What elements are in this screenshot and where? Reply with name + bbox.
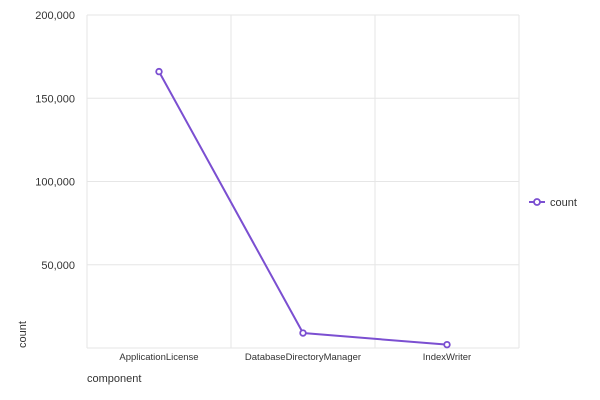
x-tick-label: IndexWriter [423,352,471,363]
x-axis-ticks: ApplicationLicense DatabaseDirectoryManag… [119,352,471,363]
y-tick-label: 200,000 [35,10,75,22]
series-line [158,71,448,346]
y-tick-label: 100,000 [35,177,75,189]
legend-label: count [550,197,577,209]
y-axis-title: count [17,321,29,348]
x-tick-label: DatabaseDirectoryManager [245,352,361,363]
y-tick-label: 50,000 [41,260,75,272]
legend: count [529,197,577,209]
y-tick-label: 150,000 [35,93,75,105]
y-axis-ticks: 50,000 100,000 150,000 200,000 [35,10,75,272]
data-point[interactable] [443,340,451,349]
series-layer [155,67,451,349]
data-point[interactable] [155,67,163,76]
grid-lines [86,14,520,349]
data-point[interactable] [299,329,307,337]
x-axis-title: component [87,373,141,385]
legend-marker-icon [533,198,541,206]
x-tick-label: ApplicationLicense [119,352,198,363]
